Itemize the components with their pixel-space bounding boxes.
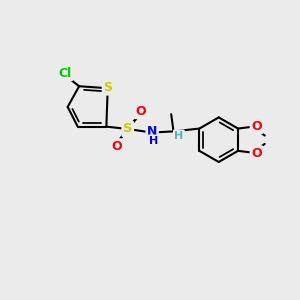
Text: O: O [135,105,146,118]
Text: O: O [251,147,262,160]
Text: Cl: Cl [58,67,72,80]
Text: S: S [123,122,133,136]
Text: S: S [103,81,112,94]
Text: H: H [149,136,158,146]
Text: O: O [111,140,122,153]
Text: O: O [251,120,262,133]
Text: H: H [174,131,184,141]
Text: N: N [147,125,157,139]
